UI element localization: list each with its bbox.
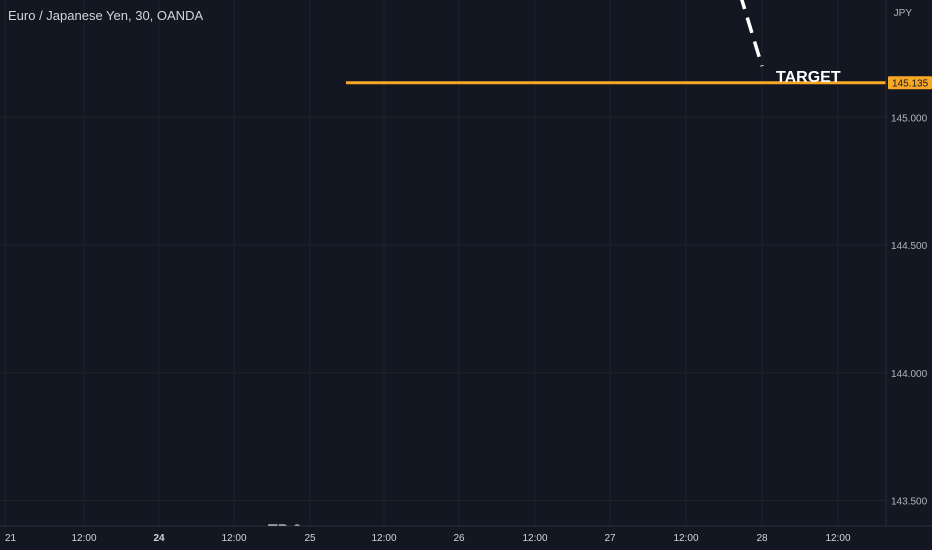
price-tag-target-text: 145.135 — [892, 78, 929, 89]
price-tag-target[interactable] — [888, 76, 932, 90]
x-tick-label: 25 — [304, 533, 316, 544]
y-tick-label: 144.000 — [891, 369, 928, 380]
x-tick-label: 12:00 — [825, 533, 850, 544]
price-axis-panel[interactable] — [886, 0, 932, 550]
x-tick-label: 12:00 — [71, 533, 96, 544]
target-annotation: TARGET — [776, 69, 841, 86]
y-tick-label: 145.000 — [891, 113, 928, 124]
x-tick-label: 21 — [5, 533, 17, 544]
x-tick-label: 12:00 — [371, 533, 396, 544]
currency-unit: JPY — [893, 8, 912, 19]
x-tick-label: 24 — [153, 533, 165, 544]
price-levels — [270, 81, 886, 550]
grid — [0, 0, 886, 526]
chart-title: Euro / Japanese Yen, 30, OANDA — [8, 8, 204, 23]
x-tick-label: 12:00 — [522, 533, 547, 544]
x-tick-label: 27 — [604, 533, 616, 544]
x-tick-label: 12:00 — [221, 533, 246, 544]
time-axis: 21 12:00 24 12:00 25 12:00 26 12:00 27 12:00 28 12:… — [5, 533, 851, 544]
projection[interactable] — [588, 0, 764, 67]
y-tick-label: 144.500 — [891, 241, 928, 252]
price-axis: 151.000150.500150.000149.500149.000148.5… — [891, 113, 928, 508]
x-tick-label: 26 — [453, 533, 465, 544]
time-axis-panel[interactable] — [0, 526, 932, 550]
x-tick-label: 28 — [756, 533, 768, 544]
y-tick-label: 143.500 — [891, 497, 928, 508]
x-tick-label: 12:00 — [673, 533, 698, 544]
